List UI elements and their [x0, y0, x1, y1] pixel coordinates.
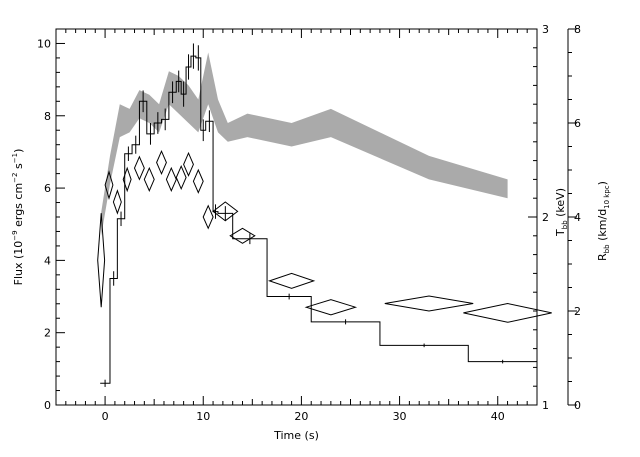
- y-tick-label: 4: [44, 254, 51, 267]
- temperature-diamond: [112, 189, 122, 215]
- radius-axis-title-part: ): [596, 181, 609, 185]
- radius-axis-title-part: R: [596, 253, 609, 261]
- radius-tick-label: 4: [574, 211, 581, 224]
- temperature-diamond: [229, 227, 256, 244]
- radius-band-layer: [101, 52, 508, 236]
- temperature-tick-label: 3: [542, 23, 549, 36]
- y-axis-title-exponent: −1: [11, 153, 19, 163]
- temperature-axis-title-part: (keV): [554, 188, 567, 220]
- y-tick-label: 10: [37, 37, 51, 50]
- y-tick-label: 2: [44, 327, 51, 340]
- y-axis-title-part: s: [12, 163, 25, 172]
- temperature-axis-title: Tbb (keV): [554, 188, 569, 237]
- temperature-diamond: [192, 168, 204, 194]
- radius-axis-title-part: (km/d: [596, 209, 609, 245]
- flux-histogram-line: [100, 55, 537, 384]
- flux-histogram-layer: [100, 43, 537, 387]
- temperature-diamond: [267, 272, 316, 289]
- x-tick-label: 20: [294, 410, 308, 423]
- y-axis-title-exponent: −2: [11, 172, 19, 182]
- radius-axis-title-subscript: 10 kpc: [603, 185, 611, 209]
- radius-axis-title: Rbb (km/d10 kpc): [596, 181, 611, 261]
- temperature-diamond: [384, 295, 474, 312]
- temperature-diamond: [165, 166, 177, 192]
- radius-tick-label: 6: [574, 117, 581, 130]
- y-axis-title-exponent: −9: [11, 230, 19, 240]
- temperature-diamond: [104, 170, 114, 200]
- y-tick-label: 0: [44, 399, 51, 412]
- temperature-diamond: [212, 201, 239, 222]
- y-axis-title-part: ): [12, 149, 25, 153]
- temperature-tick-label: 1: [542, 399, 549, 412]
- plot-frame: [55, 28, 538, 406]
- x-tick-label: 40: [491, 410, 505, 423]
- temperature-diamond: [122, 166, 132, 193]
- radius-band: [101, 52, 508, 236]
- temperature-diamond: [133, 155, 145, 181]
- y-axis-title-part: Flux (10: [12, 241, 25, 286]
- y-tick-label: 6: [44, 182, 51, 195]
- temperature-axis-title-part: T: [554, 229, 567, 237]
- temperature-diamond: [97, 213, 106, 308]
- radius-axis-title-subscript: bb: [603, 244, 611, 253]
- temperature-diamond: [156, 149, 167, 176]
- radius-tick-label: 0: [574, 399, 581, 412]
- temperature-tick-label: 2: [542, 211, 549, 224]
- y-axis-title: Flux (10−9 ergs cm−2 s−1): [11, 149, 25, 286]
- radius-tick-label: 8: [574, 23, 581, 36]
- y-axis-title-part: ergs cm: [12, 183, 25, 231]
- x-axis-title: Time (s): [273, 429, 319, 442]
- x-tick-label: 10: [196, 410, 210, 423]
- temperature-diamond: [202, 204, 214, 230]
- temperature-diamond-layer: [97, 149, 552, 323]
- temperature-diamond: [183, 151, 194, 177]
- temperature-axis-title-subscript: bb: [561, 220, 569, 229]
- y-tick-label: 8: [44, 110, 51, 123]
- x-tick-label: 0: [102, 410, 109, 423]
- temperature-diamond: [463, 302, 552, 323]
- temperature-diamond: [143, 166, 155, 192]
- temperature-diamond: [175, 164, 187, 191]
- x-tick-label: 30: [393, 410, 407, 423]
- radius-tick-label: 2: [574, 305, 581, 318]
- temperature-diamond: [304, 299, 358, 316]
